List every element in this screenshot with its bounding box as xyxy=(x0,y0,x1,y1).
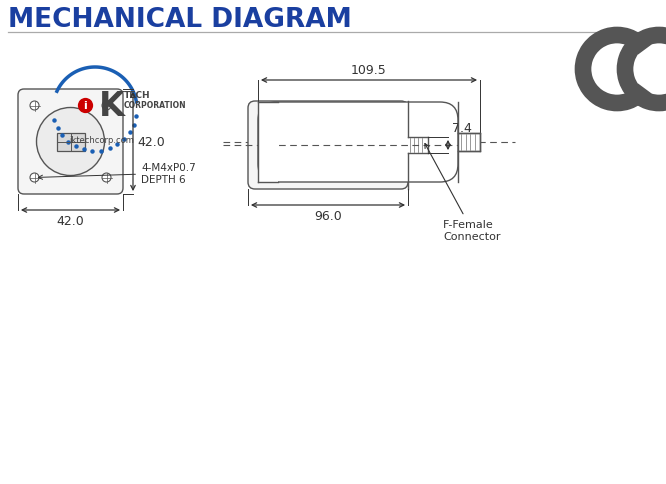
Bar xyxy=(296,154,297,164)
Bar xyxy=(304,154,306,164)
Circle shape xyxy=(30,102,39,111)
Bar xyxy=(342,154,344,164)
Bar xyxy=(298,132,299,140)
Bar xyxy=(334,154,335,164)
Bar xyxy=(312,132,314,140)
Bar xyxy=(303,132,304,140)
Bar xyxy=(288,154,290,164)
Text: MECHANICAL DIAGRAM: MECHANICAL DIAGRAM xyxy=(8,7,352,33)
Bar xyxy=(322,132,324,140)
Bar xyxy=(292,154,293,164)
Circle shape xyxy=(102,174,111,182)
Bar xyxy=(458,134,480,151)
FancyBboxPatch shape xyxy=(258,103,458,182)
Bar xyxy=(408,138,428,154)
Bar xyxy=(351,154,352,164)
Bar xyxy=(322,154,324,164)
Bar xyxy=(313,154,314,164)
Bar xyxy=(288,132,290,140)
Text: 7.4: 7.4 xyxy=(452,122,472,135)
Bar xyxy=(330,154,331,164)
Bar xyxy=(327,132,328,140)
Bar xyxy=(57,133,85,151)
Text: 42.0: 42.0 xyxy=(57,214,85,227)
Bar xyxy=(300,154,302,164)
Bar xyxy=(294,132,295,140)
Bar xyxy=(271,132,275,140)
Bar xyxy=(258,103,278,182)
Bar xyxy=(351,132,352,140)
Bar xyxy=(308,132,309,140)
Bar xyxy=(271,154,273,164)
Bar xyxy=(279,132,280,140)
Text: CORPORATION: CORPORATION xyxy=(124,100,186,109)
Bar xyxy=(317,154,318,164)
Text: i: i xyxy=(83,101,87,111)
Text: 42.0: 42.0 xyxy=(137,136,165,149)
Circle shape xyxy=(102,102,111,111)
Bar xyxy=(275,154,276,164)
Bar xyxy=(346,154,348,164)
FancyBboxPatch shape xyxy=(18,90,123,195)
Circle shape xyxy=(30,174,39,182)
Text: 4-M4xP0.7
DEPTH 6: 4-M4xP0.7 DEPTH 6 xyxy=(39,163,196,184)
Bar xyxy=(359,154,360,164)
Bar xyxy=(338,154,340,164)
FancyBboxPatch shape xyxy=(248,102,408,190)
Text: K: K xyxy=(99,90,125,122)
Text: 109.5: 109.5 xyxy=(351,64,387,77)
Bar xyxy=(346,132,348,140)
Bar xyxy=(360,132,362,140)
Text: iktechcorp.com: iktechcorp.com xyxy=(69,136,135,145)
Bar xyxy=(309,154,310,164)
Bar xyxy=(355,154,357,164)
Bar xyxy=(332,132,333,140)
Text: F-Female
Connector: F-Female Connector xyxy=(425,144,501,241)
Bar xyxy=(266,126,376,170)
Bar xyxy=(318,132,319,140)
Circle shape xyxy=(37,108,105,176)
Bar xyxy=(372,154,374,164)
Text: TECH: TECH xyxy=(124,91,151,100)
Text: 96.0: 96.0 xyxy=(314,210,342,223)
Bar xyxy=(336,132,338,140)
